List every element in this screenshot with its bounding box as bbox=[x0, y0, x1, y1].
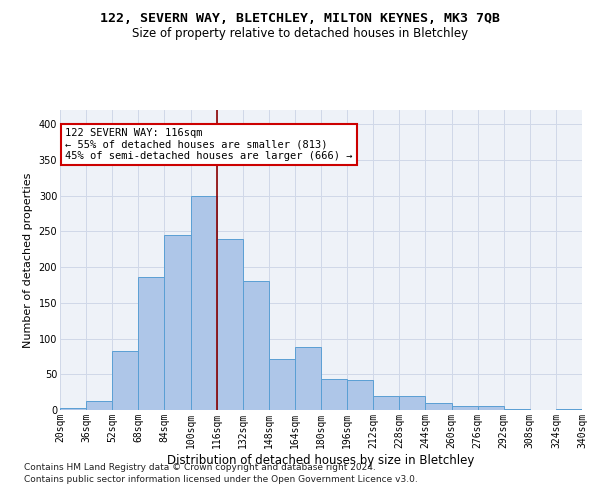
Bar bbox=[478, 406, 504, 410]
Bar bbox=[373, 396, 400, 410]
Bar bbox=[347, 380, 373, 410]
Bar bbox=[60, 408, 86, 410]
Bar bbox=[295, 347, 321, 410]
Text: Contains HM Land Registry data © Crown copyright and database right 2024.: Contains HM Land Registry data © Crown c… bbox=[24, 464, 376, 472]
Bar bbox=[139, 277, 164, 410]
Text: 122, SEVERN WAY, BLETCHLEY, MILTON KEYNES, MK3 7QB: 122, SEVERN WAY, BLETCHLEY, MILTON KEYNE… bbox=[100, 12, 500, 26]
Text: Contains public sector information licensed under the Open Government Licence v3: Contains public sector information licen… bbox=[24, 475, 418, 484]
Bar bbox=[269, 360, 295, 410]
Bar bbox=[452, 406, 478, 410]
Bar bbox=[400, 396, 425, 410]
Bar bbox=[425, 403, 452, 410]
Bar bbox=[504, 408, 530, 410]
Bar bbox=[217, 240, 243, 410]
Bar bbox=[191, 196, 217, 410]
Bar bbox=[164, 235, 191, 410]
Text: Size of property relative to detached houses in Bletchley: Size of property relative to detached ho… bbox=[132, 28, 468, 40]
Bar bbox=[243, 280, 269, 410]
Bar bbox=[86, 402, 112, 410]
Bar bbox=[112, 350, 139, 410]
Y-axis label: Number of detached properties: Number of detached properties bbox=[23, 172, 33, 348]
Bar bbox=[321, 380, 347, 410]
X-axis label: Distribution of detached houses by size in Bletchley: Distribution of detached houses by size … bbox=[167, 454, 475, 466]
Text: 122 SEVERN WAY: 116sqm
← 55% of detached houses are smaller (813)
45% of semi-de: 122 SEVERN WAY: 116sqm ← 55% of detached… bbox=[65, 128, 353, 161]
